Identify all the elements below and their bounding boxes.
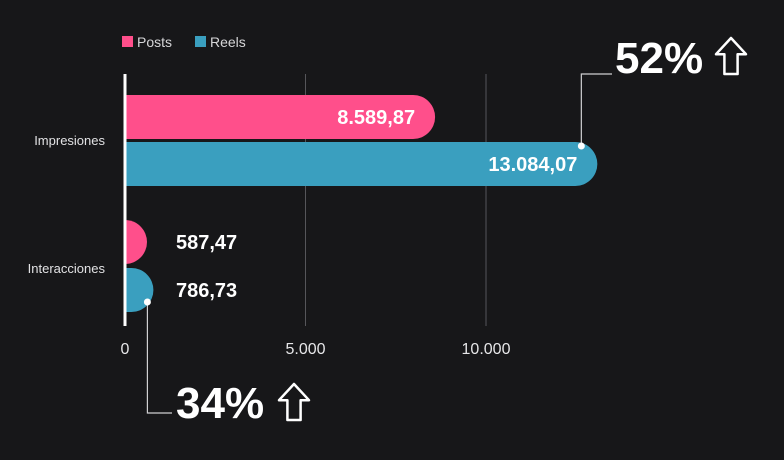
category-label-impresiones: Impresiones [34,133,105,148]
callout-interacciones: 34% [143,298,311,428]
bar-reels-impresiones [125,142,598,187]
legend-label-reels: Reels [210,34,246,50]
bar-reels-interacciones [125,268,154,312]
tick-label-10-000: 10.000 [462,341,511,358]
callouts: 52% 34% [143,34,748,428]
bar-posts-interacciones [125,220,147,264]
callout-connector-line [580,73,612,146]
category-labels: Impresiones Interacciones [28,133,106,276]
data-label-posts-interacciones: 587,47 [176,232,237,254]
legend-item-posts: Posts [122,34,172,50]
x-axis-ticks: 0 5.000 10.000 [121,341,511,358]
callout-impresiones: 52% [577,34,748,150]
legend-swatch-posts [122,36,133,47]
category-label-interacciones: Interacciones [28,261,106,276]
tick-label-0: 0 [121,341,130,358]
data-label-reels-interacciones: 786,73 [176,280,237,302]
bar-posts-impresiones [125,95,436,139]
legend-label-posts: Posts [137,34,172,50]
data-label-reels-impresiones: 13.084,07 [488,154,577,176]
data-label-posts-impresiones: 8.589,87 [337,107,415,129]
bars: 8.589,87 13.084,07 587,47 786,73 [125,95,598,312]
tick-label-5-000: 5.000 [285,341,325,358]
legend-item-reels: Reels [195,34,246,50]
legend-swatch-reels [195,36,206,47]
callout-dot [577,142,585,150]
arrow-up-outline-icon [277,382,311,422]
callout-percent-impresiones: 52% [615,34,703,83]
callout-percent-interacciones: 34% [176,379,264,428]
callout-connector-line [146,302,172,414]
legend: Posts Reels [122,34,246,50]
arrow-up-outline-icon [714,36,748,76]
callout-dot [143,298,151,306]
